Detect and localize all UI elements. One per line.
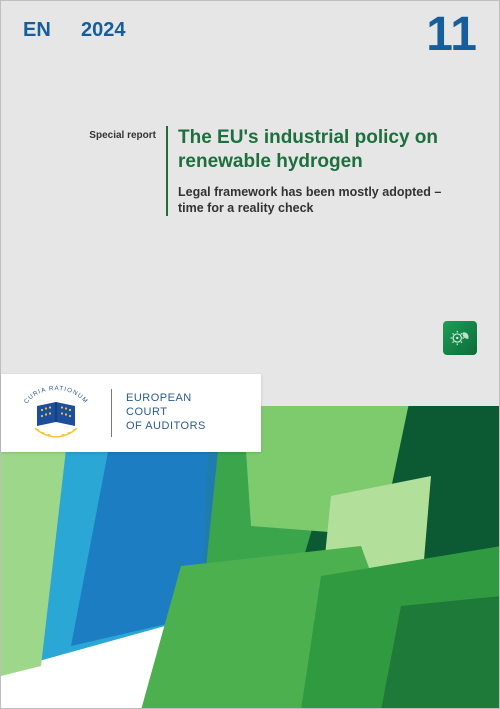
title-block: Special report The EU's industrial polic… — [81, 126, 469, 216]
institution-name-line1: EUROPEAN — [126, 392, 206, 406]
institution-name-line3: OF AUDITORS — [126, 420, 206, 434]
title-text-group: The EU's industrial policy on renewable … — [166, 126, 469, 216]
eca-emblem-icon: CURIA RATIONUM — [13, 382, 99, 444]
series-label: Special report — [81, 126, 166, 141]
topic-badge-icon — [443, 321, 477, 355]
issue-number: 11 — [426, 7, 477, 62]
header-region: EN 2024 11 Special report The EU's indus… — [1, 1, 499, 406]
report-subtitle: Legal framework has been mostly adopted … — [178, 184, 469, 217]
report-title: The EU's industrial policy on renewable … — [178, 126, 469, 174]
institution-name-line2: COURT — [126, 406, 206, 420]
institution-name: EUROPEAN COURT OF AUDITORS — [112, 392, 206, 433]
institution-logo-card: CURIA RATIONUM — [1, 374, 261, 452]
gear-leaf-icon — [449, 327, 471, 349]
report-cover: EN 2024 11 Special report The EU's indus… — [0, 0, 500, 709]
language-code: EN — [23, 19, 51, 42]
publication-year: 2024 — [81, 19, 126, 42]
institution-emblem: CURIA RATIONUM — [1, 374, 111, 452]
